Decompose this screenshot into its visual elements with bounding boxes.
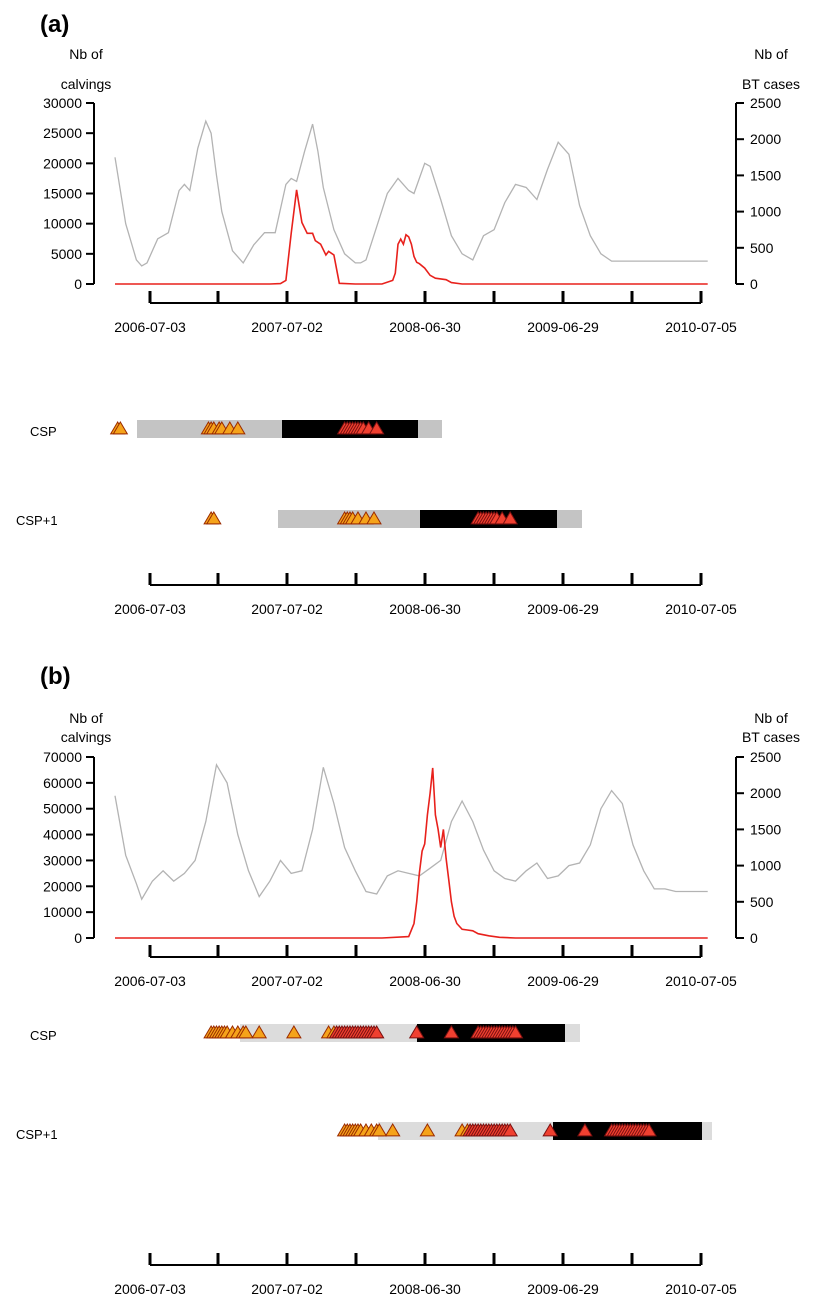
x-tick-label: 2009-06-29 [527,1281,599,1297]
orange-triangle-marker [286,1025,302,1039]
left-tick-label: 0 [74,276,82,292]
red-triangle-marker [502,511,519,525]
orange-triangle-marker [237,1025,254,1039]
right-tick-label: 1000 [750,858,781,874]
line-chart-a: 0 5000 10000 15000 20000 25000 30000 0 500 1000 15… [43,95,781,292]
x-tick-label: 2009-06-29 [527,319,599,335]
right-tick-label: 1500 [750,821,781,837]
orange-triangle-marker [419,1123,436,1137]
x-tick-label: 2008-06-30 [389,1281,461,1297]
right-tick-label: 0 [750,276,758,292]
x-tick-label: 2006-07-03 [114,601,186,617]
left-tick-label: 30000 [43,95,82,111]
bt-cases-series-line [115,767,708,939]
csp-rows-a [109,420,582,528]
x-axis-bottom-a: 2006-07-03 2007-07-02 2008-06-30 2009-06-29… [114,573,737,617]
x-tick-label: 2008-06-30 [389,973,461,989]
red-triangle-marker [368,1025,385,1039]
right-tick-label: 2500 [750,749,781,765]
red-triangle-marker [641,1123,657,1137]
red-triangle-marker [408,1025,425,1039]
x-axis-top-b: 2006-07-03 2007-07-02 2008-06-30 2009-06-29… [114,945,737,989]
right-tick-label: 2000 [750,785,781,801]
right-tick-label: 500 [750,240,774,256]
x-tick-label: 2009-06-29 [527,973,599,989]
right-axis-title-line2-a: BT cases [742,76,800,92]
red-triangle-marker [542,1123,559,1137]
panel-label-a: (a) [40,11,69,38]
right-axis-title-line2-b: BT cases [742,729,800,745]
orange-triangle-marker [371,1123,388,1137]
left-tick-label: 0 [74,930,82,946]
x-tick-label: 2007-07-02 [251,319,323,335]
orange-triangle-marker [112,421,129,435]
red-triangle-marker [443,1025,460,1039]
row-label-csp-a: CSP [30,424,57,439]
left-tick-label: 25000 [43,125,82,141]
x-tick-label: 2010-07-05 [665,973,737,989]
x-tick-label: 2007-07-02 [251,601,323,617]
red-triangle-marker [368,421,385,435]
left-axis-title-line1-b: Nb of [69,710,103,726]
right-tick-label: 2000 [750,131,781,147]
panel-a: (a) Nb of calvings Nb of BT cases 050001… [16,11,800,617]
left-tick-label: 5000 [51,246,82,262]
x-tick-label: 2008-06-30 [389,319,461,335]
panel-label-b: (b) [40,663,71,690]
left-tick-label: 50000 [43,801,82,817]
calvings-series-line [114,762,708,901]
bt-cases-series-line [115,189,708,285]
left-tick-label: 10000 [43,216,82,232]
x-axis-top-a: 2006-07-03 2007-07-02 2008-06-30 2009-06-29… [114,291,737,335]
x-tick-label: 2010-07-05 [665,1281,737,1297]
calvings-series-line [114,119,708,267]
left-tick-label: 20000 [43,878,82,894]
left-tick-label: 70000 [43,749,82,765]
left-axis-title-line2-b: calvings [61,729,112,745]
red-triangle-marker [502,1123,519,1137]
row-label-csp1-a: CSP+1 [16,513,58,528]
left-tick-label: 15000 [43,186,82,202]
left-axis-title-line2-a: calvings [61,76,112,92]
x-tick-label: 2010-07-05 [665,601,737,617]
left-tick-label: 40000 [43,827,82,843]
orange-triangle-marker [205,511,222,525]
csp-rows-b [203,1024,712,1140]
x-tick-label: 2009-06-29 [527,601,599,617]
right-tick-label: 0 [750,930,758,946]
orange-triangle-marker [384,1123,401,1137]
right-tick-label: 2500 [750,95,781,111]
row-label-csp1-b: CSP+1 [16,1127,58,1142]
left-axis-title-line1-a: Nb of [69,46,103,62]
right-axis-title-line1-a: Nb of [754,46,788,62]
right-tick-label: 500 [750,894,774,910]
left-tick-label: 20000 [43,155,82,171]
x-tick-label: 2008-06-30 [389,601,461,617]
left-tick-label: 30000 [43,852,82,868]
x-tick-label: 2006-07-03 [114,973,186,989]
orange-triangle-marker [251,1025,268,1039]
left-tick-label: 10000 [43,904,82,920]
red-triangle-marker [507,1025,524,1039]
left-tick-label: 60000 [43,775,82,791]
x-tick-label: 2006-07-03 [114,1281,186,1297]
right-tick-label: 1000 [750,204,781,220]
panel-b: (b) Nb of calvings Nb of BT cases 010000… [16,663,800,1297]
line-chart-b: 0 10000 20000 30000 40000 50000 60000 70000 0 500… [43,749,781,946]
orange-triangle-marker [366,511,382,525]
red-triangle-marker [577,1123,593,1137]
orange-triangle-marker [229,421,246,435]
row-label-csp-b: CSP [30,1028,57,1043]
x-tick-label: 2006-07-03 [114,319,186,335]
x-tick-label: 2007-07-02 [251,973,323,989]
x-axis-bottom-b: 2006-07-03 2007-07-02 2008-06-30 2009-06-29… [114,1253,737,1297]
right-tick-label: 1500 [750,167,781,183]
right-axis-title-line1-b: Nb of [754,710,788,726]
x-tick-label: 2007-07-02 [251,1281,323,1297]
x-tick-label: 2010-07-05 [665,319,737,335]
